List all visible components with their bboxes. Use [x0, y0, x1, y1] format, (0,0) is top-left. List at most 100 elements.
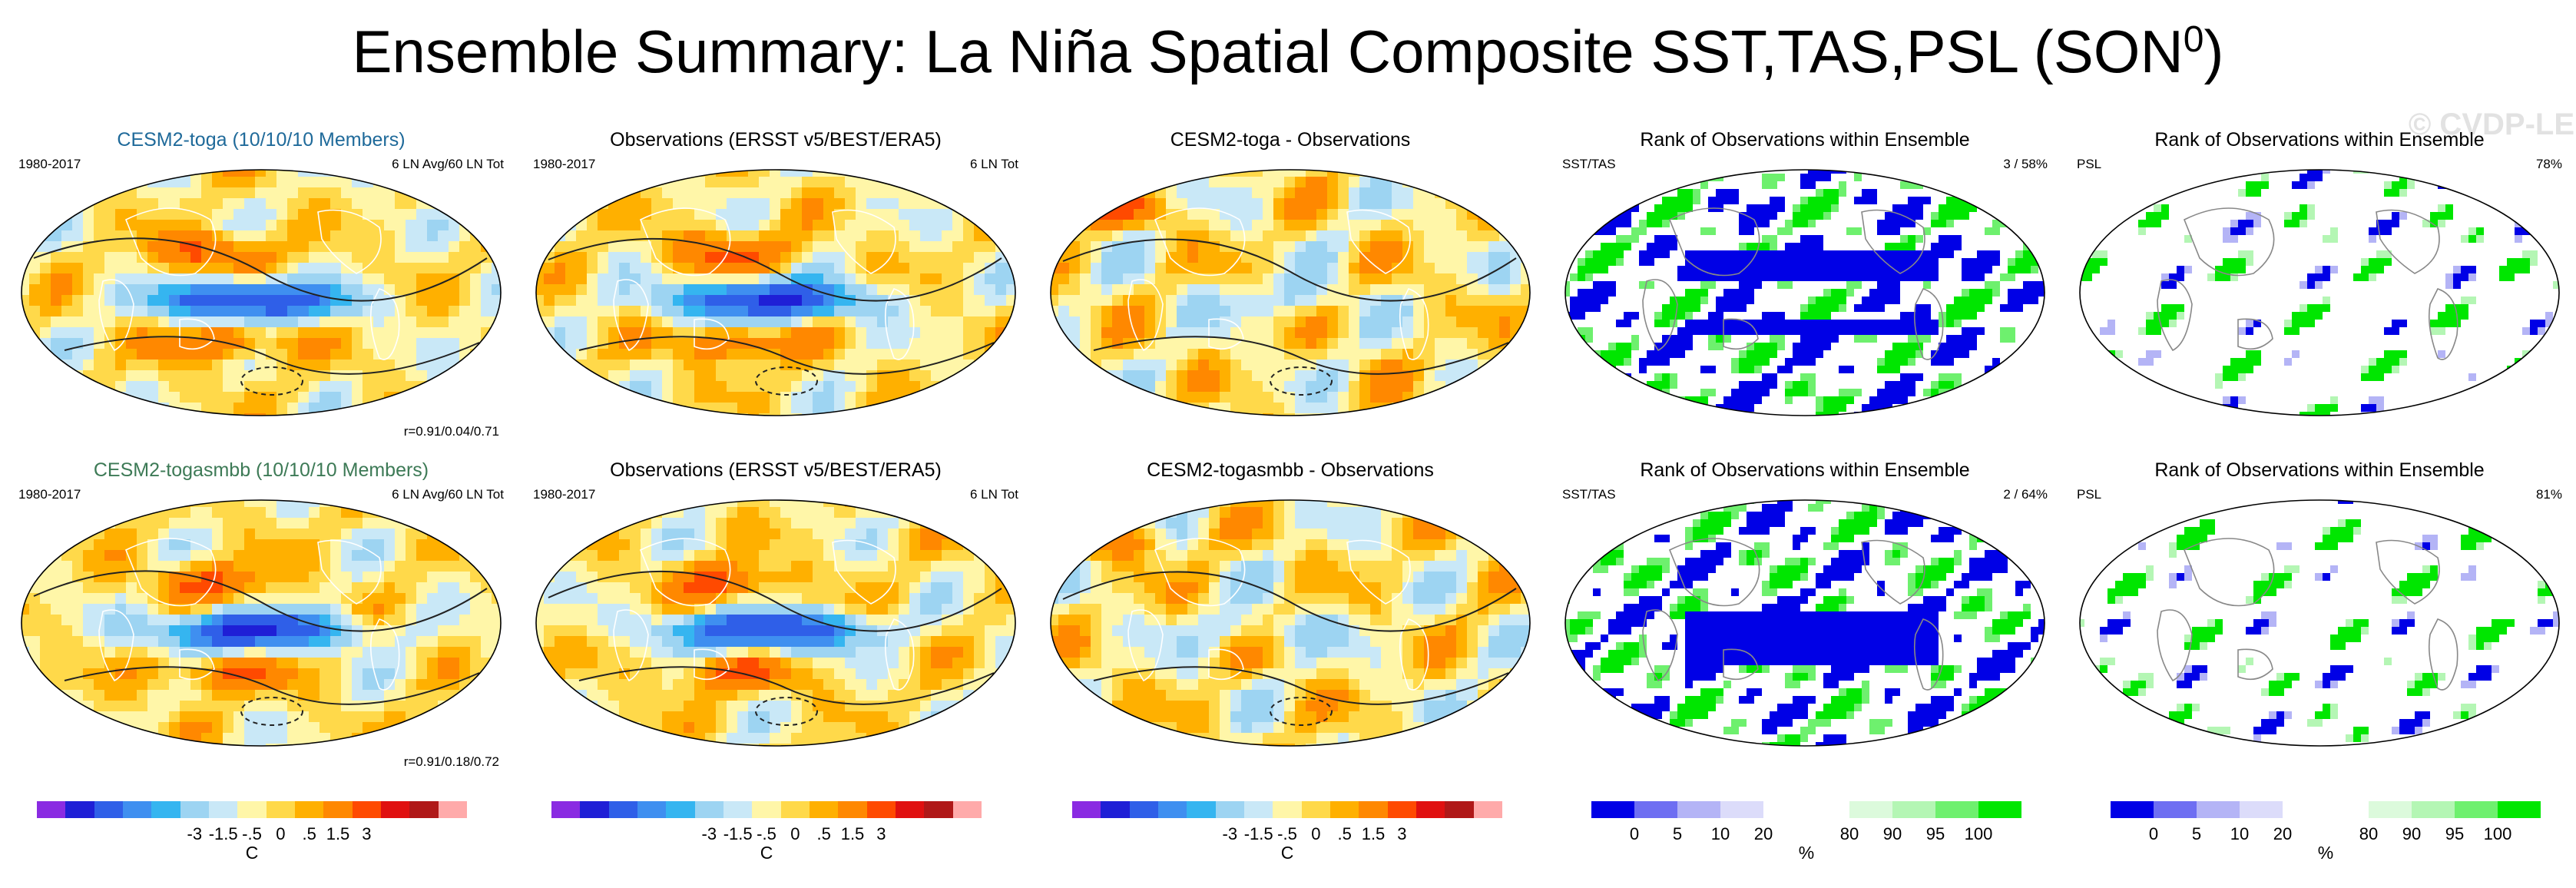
grid-cell	[266, 252, 277, 263]
grid-cell	[1677, 335, 1686, 343]
grid-cell	[1831, 297, 1839, 305]
grid-cell	[1295, 392, 1306, 403]
grid-cell	[1869, 174, 1878, 182]
grid-cell	[931, 284, 942, 296]
grid-cell	[115, 273, 127, 285]
grid-cell	[1241, 295, 1253, 306]
grid-cell	[1992, 320, 2001, 328]
grid-cell	[1654, 289, 1663, 297]
grid-cell	[1585, 281, 1594, 290]
grid-cell	[1923, 174, 1932, 182]
grid-cell	[1413, 403, 1425, 414]
grid-cell	[51, 263, 62, 274]
grid-cell	[1069, 198, 1081, 210]
grid-cell	[1892, 170, 1901, 174]
grid-cell	[694, 263, 706, 274]
grid-cell	[1608, 327, 1617, 336]
grid-cell	[1770, 320, 1778, 328]
grid-cell	[694, 198, 706, 210]
grid-cell	[1992, 281, 2001, 290]
grid-cell	[1739, 273, 1747, 282]
grid-cell	[341, 327, 353, 339]
grid-cell	[1816, 197, 1824, 205]
grid-cell	[1985, 289, 1993, 297]
grid-cell	[320, 338, 331, 350]
grid-cell	[266, 381, 277, 393]
grid-cell	[759, 370, 770, 382]
grid-cell	[2023, 258, 2031, 267]
grid-cell	[1220, 370, 1231, 382]
grid-cell	[1058, 220, 1070, 231]
grid-cell	[481, 198, 492, 210]
grid-cell	[51, 403, 62, 414]
grid-cell	[630, 177, 641, 188]
grid-cell	[1456, 241, 1468, 253]
grid-cell	[1877, 181, 1886, 190]
grid-cell	[845, 327, 856, 339]
grid-cell	[1892, 227, 1901, 236]
grid-cell	[673, 360, 684, 371]
grid-cell	[298, 209, 310, 220]
grid-cell	[40, 370, 51, 382]
grid-cell	[1392, 370, 1403, 382]
grid-cell	[1793, 204, 1801, 213]
grid-cell	[1846, 320, 1855, 328]
grid-cell	[1654, 181, 1663, 190]
grid-cell	[866, 230, 878, 242]
grid-cell	[856, 413, 867, 416]
grid-cell	[427, 403, 439, 414]
grid-cell	[920, 198, 932, 210]
grid-cell	[791, 316, 803, 328]
grid-cell	[1241, 327, 1253, 339]
grid-cell	[1349, 392, 1360, 403]
grid-cell	[2000, 250, 2008, 259]
grid-cell	[1112, 360, 1124, 371]
grid-cell	[1585, 273, 1594, 282]
grid-cell	[1854, 250, 1862, 259]
grid-cell	[1731, 281, 1740, 290]
grid-cell	[1166, 381, 1177, 393]
grid-cell	[1209, 392, 1220, 403]
grid-cell	[276, 220, 288, 231]
grid-cell	[330, 273, 342, 285]
grid-cell	[449, 295, 460, 306]
figure-title: Ensemble Summary: La Niña Spatial Compos…	[352, 18, 2224, 85]
grid-cell	[416, 263, 428, 274]
grid-cell	[1080, 198, 1091, 210]
grid-cell	[1808, 181, 1816, 190]
grid-cell	[1762, 250, 1770, 259]
grid-cell	[1435, 198, 1446, 210]
grid-cell	[61, 381, 73, 393]
grid-cell	[169, 381, 180, 393]
grid-cell	[834, 187, 846, 199]
grid-cell	[233, 230, 245, 242]
grid-cell	[1359, 241, 1371, 253]
grid-cell	[61, 273, 73, 285]
grid-cell	[502, 273, 504, 285]
grid-cell	[942, 338, 953, 350]
grid-cell	[963, 241, 975, 253]
grid-cell	[942, 360, 953, 371]
grid-cell	[481, 370, 492, 382]
grid-cell	[1273, 230, 1285, 242]
grid-cell	[1777, 174, 1786, 182]
grid-cell	[1846, 335, 1855, 343]
grid-cell	[1017, 220, 1018, 231]
grid-cell	[1869, 220, 1878, 228]
grid-cell	[438, 338, 449, 350]
grid-cell	[2000, 335, 2008, 343]
grid-cell	[1808, 320, 1816, 328]
grid-cell	[931, 209, 942, 220]
grid-cell	[115, 349, 127, 360]
grid-cell	[1977, 327, 1985, 336]
grid-cell	[492, 360, 501, 371]
grid-cell	[1381, 177, 1392, 188]
grid-cell	[1565, 250, 1571, 259]
grid-cell	[1693, 174, 1701, 182]
grid-cell	[662, 295, 674, 306]
grid-cell	[1985, 258, 1993, 267]
grid-cell	[1177, 338, 1188, 350]
grid-cell	[1670, 358, 1678, 366]
grid-cell	[298, 295, 310, 306]
grid-cell	[1716, 197, 1724, 205]
